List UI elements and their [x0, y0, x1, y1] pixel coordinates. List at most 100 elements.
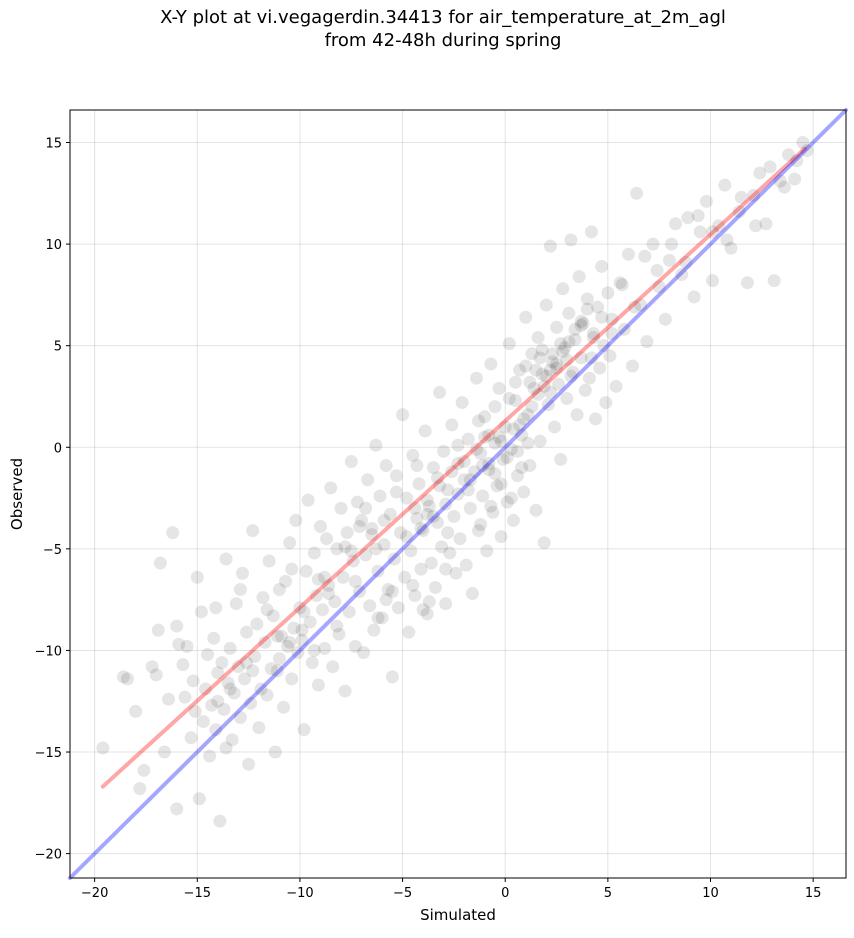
data-point-121 [402, 625, 416, 639]
data-point-46 [248, 650, 262, 664]
data-point-190 [543, 239, 557, 253]
data-point-196 [556, 282, 570, 296]
data-point-242 [724, 241, 738, 255]
data-point-40 [235, 566, 249, 580]
data-point-129 [418, 424, 432, 438]
data-point-285 [502, 392, 516, 406]
data-point-291 [564, 369, 578, 383]
data-point-42 [240, 625, 254, 639]
data-point-206 [576, 316, 590, 330]
data-point-284 [492, 430, 506, 444]
data-point-330 [562, 335, 576, 349]
data-point-125 [410, 511, 424, 525]
data-point-104 [367, 623, 381, 637]
data-point-69 [295, 633, 309, 647]
data-point-177 [517, 485, 531, 499]
x-tick-label-1: −15 [184, 886, 211, 901]
data-point-44 [244, 696, 258, 710]
data-point-0 [96, 741, 110, 755]
data-point-160 [482, 463, 496, 477]
data-point-207 [578, 383, 592, 397]
data-point-139 [439, 597, 453, 611]
data-point-368 [385, 585, 399, 599]
data-point-306 [749, 219, 763, 233]
data-point-168 [498, 420, 512, 434]
data-point-81 [320, 532, 334, 546]
data-point-350 [494, 477, 508, 491]
data-point-157 [476, 489, 490, 503]
data-point-7 [153, 556, 167, 570]
data-point-184 [531, 331, 545, 345]
data-point-272 [369, 542, 383, 556]
data-point-155 [472, 524, 486, 538]
data-point-93 [344, 454, 358, 468]
data-point-174 [511, 469, 525, 483]
data-point-274 [389, 485, 403, 499]
data-point-134 [428, 580, 442, 594]
data-point-31 [217, 702, 231, 716]
data-point-310 [500, 450, 514, 464]
data-point-33 [221, 676, 235, 690]
data-point-158 [478, 410, 492, 424]
data-point-258 [209, 601, 223, 615]
data-point-102 [363, 599, 377, 613]
data-point-229 [646, 237, 660, 251]
data-point-167 [496, 452, 510, 466]
data-point-84 [326, 660, 340, 674]
data-point-270 [348, 574, 362, 588]
data-point-156 [474, 446, 488, 460]
x-tick-label-7: 15 [805, 886, 822, 901]
data-point-316 [517, 412, 531, 426]
data-point-225 [625, 359, 639, 373]
data-point-334 [574, 314, 588, 328]
data-point-28 [211, 666, 225, 680]
data-point-344 [560, 353, 574, 367]
data-point-147 [455, 396, 469, 410]
data-point-268 [330, 619, 344, 633]
data-point-323 [457, 454, 471, 468]
data-point-58 [272, 582, 286, 596]
data-point-131 [422, 499, 436, 513]
data-point-123 [406, 448, 420, 462]
x-tick-label-5: 5 [604, 886, 612, 901]
data-point-103 [365, 522, 379, 536]
data-point-333 [426, 509, 440, 523]
data-point-61 [279, 574, 293, 588]
data-point-352 [484, 499, 498, 513]
data-point-35 [225, 733, 239, 747]
data-point-92 [342, 605, 356, 619]
data-point-142 [445, 418, 459, 432]
data-point-336 [580, 302, 594, 316]
data-point-217 [599, 396, 613, 410]
data-point-302 [691, 209, 705, 223]
data-point-259 [219, 741, 233, 755]
data-point-203 [570, 408, 584, 422]
data-point-205 [574, 351, 588, 365]
data-point-112 [383, 507, 397, 521]
x-tick-label-2: −10 [286, 886, 313, 901]
x-tick-label-6: 10 [702, 886, 719, 901]
data-point-236 [687, 290, 701, 304]
data-point-373 [344, 544, 358, 558]
data-point-8 [157, 745, 171, 759]
data-point-135 [430, 515, 444, 529]
data-point-19 [192, 792, 206, 806]
data-point-298 [638, 249, 652, 263]
data-point-326 [550, 357, 564, 371]
data-point-56 [268, 745, 282, 759]
data-point-169 [500, 495, 514, 509]
data-point-191 [545, 355, 559, 369]
data-point-141 [443, 546, 457, 560]
data-point-181 [525, 347, 539, 361]
data-point-204 [572, 270, 586, 284]
data-point-185 [533, 434, 547, 448]
data-point-108 [375, 611, 389, 625]
data-point-329 [439, 497, 453, 511]
data-point-325 [451, 487, 465, 501]
data-point-138 [437, 444, 451, 458]
data-point-200 [564, 233, 578, 247]
grid [70, 110, 846, 878]
data-point-12 [172, 637, 186, 651]
